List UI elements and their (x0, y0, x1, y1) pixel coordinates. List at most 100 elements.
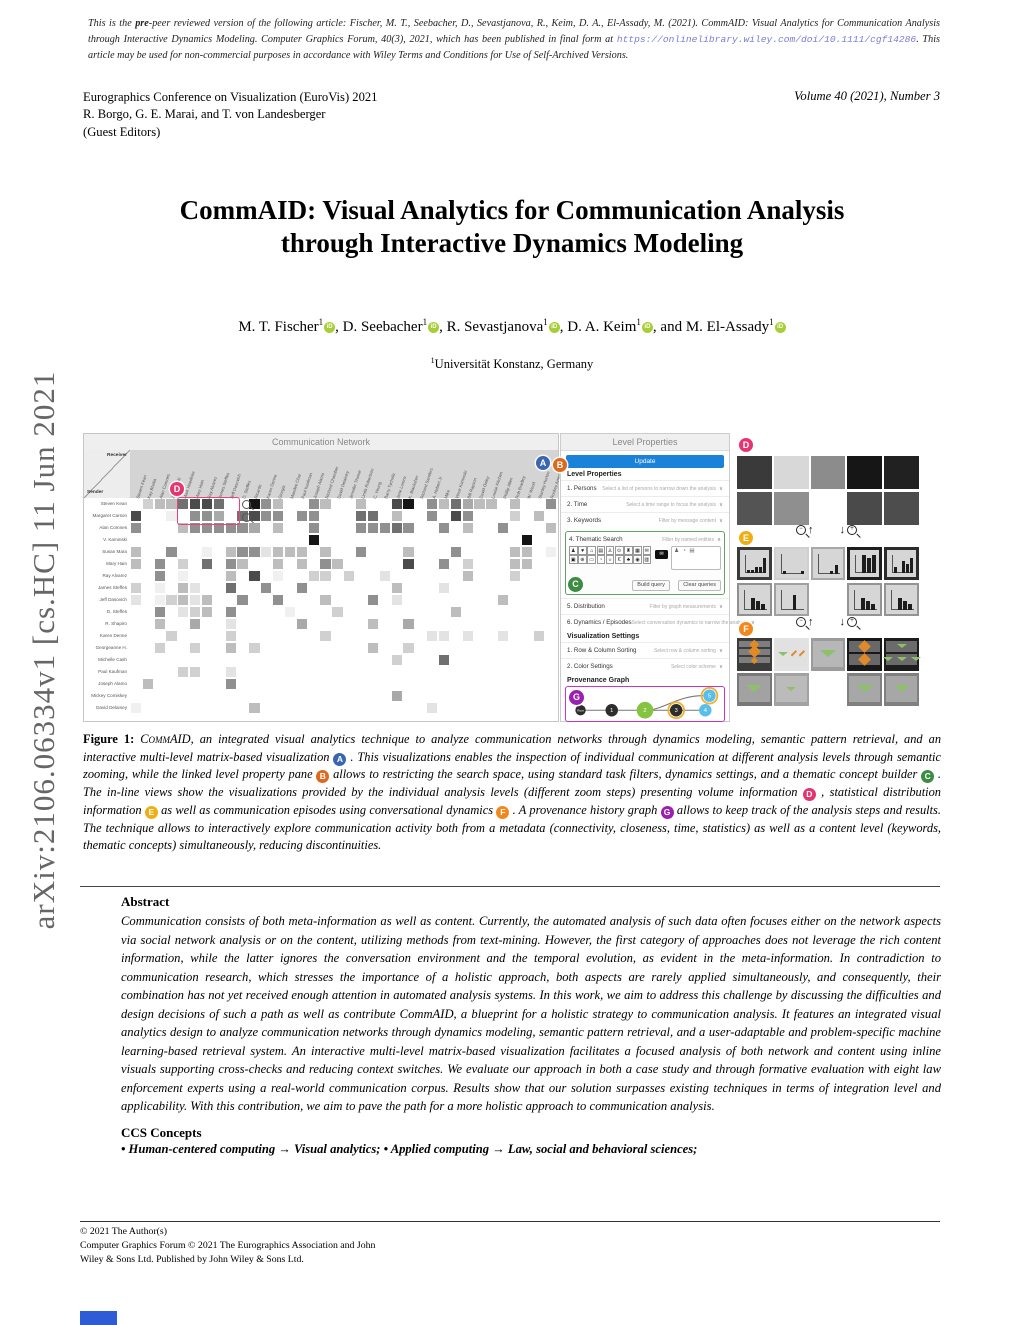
doi-link[interactable]: https://onlinelibrary.wiley.com/doi/10.1… (616, 34, 917, 46)
zoom-up-arrow-icon: ↑ (808, 524, 814, 536)
caption-badge-f: F (496, 805, 510, 819)
entity-icon: ♜ (624, 546, 633, 555)
matrix-row-label: Mary Hain (106, 561, 127, 566)
matrix-row-label: David Delainey (96, 705, 127, 710)
histogram-tile (884, 583, 919, 616)
episode-triangle-glyph (882, 657, 893, 662)
volume-tile (737, 492, 772, 525)
svg-text:3: 3 (675, 708, 678, 714)
entity-icon: ⊕ (578, 555, 587, 564)
matrix-row-label: R. Shapiro (105, 621, 127, 626)
matrix-cell (213, 510, 225, 522)
section-visualization-settings: Visualization Settings (567, 633, 640, 640)
volume-tile (810, 456, 846, 489)
entity-icon: ☼ (605, 555, 615, 564)
matrix-cell (166, 510, 177, 522)
matrix-cell (190, 642, 201, 654)
orcid-icon: iD (548, 322, 560, 333)
matrix-cell (201, 546, 213, 558)
matrix-cell (249, 642, 260, 654)
matrix-cell (237, 558, 248, 570)
matrix-cell (249, 546, 260, 558)
matrix-cell (403, 498, 414, 510)
volume-tile (847, 456, 883, 489)
matrix-cell (462, 558, 473, 570)
text-segment: . A provenance history graph (509, 802, 661, 817)
text-segment: as well as communication episodes using … (157, 802, 497, 817)
matrix-cell (130, 510, 142, 522)
matrix-cell (249, 510, 260, 522)
ccs-heading: CCS Concepts (121, 1124, 202, 1140)
zoom-in-row-icon (242, 500, 251, 509)
matrix-cell (284, 606, 296, 618)
paper-title: CommAID: Visual Analytics for Communicat… (179, 195, 845, 258)
matrix-cell (450, 546, 462, 558)
matrix-cell (355, 510, 367, 522)
matrix-cell (367, 594, 379, 606)
author-name: R. Sevastjanova (446, 319, 544, 335)
matrix-cell (284, 546, 296, 558)
matrix-corner-cell: Receiver Sender (84, 450, 130, 498)
matrix-cell (533, 630, 544, 642)
matrix-cell (178, 570, 189, 582)
matrix-cell (427, 630, 438, 642)
dynamics-tile (847, 638, 883, 671)
matrix-row-label: Joseph Alamo (98, 681, 127, 686)
matrix-cell (403, 546, 414, 558)
matrix-cell (154, 570, 165, 582)
matrix-cell (355, 522, 367, 534)
orcid-icon: iD (641, 322, 653, 333)
annotation-badge-d: D (739, 438, 753, 452)
matrix-cell (154, 606, 165, 618)
clear-queries-button: Clear queries (678, 579, 721, 591)
entity-icon: ⌂ (587, 546, 596, 555)
matrix-cell (320, 558, 331, 570)
matrix-row-label: Alan Comnes (99, 525, 127, 530)
matrix-cell (237, 522, 248, 534)
author-list: M. T. Fischer1 iD, D. Seebacher1 iD, R. Se… (0, 317, 1024, 336)
dynamics-tile (884, 673, 919, 706)
zoom-out-icon: − (796, 525, 806, 535)
matrix-cell (510, 558, 521, 570)
matrix-cell (178, 606, 189, 618)
matrix-cell (190, 582, 201, 594)
episode-triangle-glyph (910, 657, 921, 662)
dynamics-tile (737, 673, 772, 706)
matrix-cell (225, 582, 236, 594)
matrix-cell (403, 642, 414, 654)
svg-text:Root: Root (577, 708, 584, 712)
matrix-cell (166, 546, 177, 558)
svg-text:1: 1 (610, 708, 613, 714)
matrix-cell (249, 522, 260, 534)
matrix-cell (510, 546, 521, 558)
annotation-badge-b: B (553, 458, 567, 472)
network-panel-title: Communication Network (84, 434, 558, 451)
matrix-cell (367, 522, 379, 534)
matrix-cell (510, 570, 521, 582)
matrix-cell (367, 642, 379, 654)
episode-diamond-glyph (799, 650, 806, 657)
provenance-node (575, 705, 586, 716)
property-row: 1. Persons Select a list of persons to na… (561, 480, 729, 496)
matrix-cell (391, 690, 402, 702)
zoom-up-arrow-icon: ↑ (808, 616, 814, 628)
matrix-row-label: D. Steffes (106, 609, 127, 614)
matrix-row-label: Karen Denne (99, 633, 127, 638)
matrix-cell (427, 702, 438, 714)
abstract-section: Abstract Communication consists of both … (121, 894, 941, 1157)
text-segment: allows to restricting the search space, … (329, 767, 922, 782)
arxiv-sidebar-label: arXiv:2106.06334v1 [cs.HC] 11 Jun 2021 (26, 370, 61, 930)
episode-triangle-glyph (819, 650, 836, 657)
episode-diamond-glyph (751, 656, 758, 664)
matrix-cell (130, 522, 142, 534)
query-operator-chip: ✉ (655, 550, 669, 559)
query-input: ♟ ◔ ▤ (671, 546, 721, 570)
dynamics-tile (847, 673, 883, 706)
entity-icon: ▦ (633, 546, 642, 555)
author-name: D. A. Keim (567, 319, 637, 335)
guest-editors-note: (Guest Editors) (83, 124, 161, 139)
caption-badge-d: D (802, 788, 816, 802)
matrix-row-label: V. Kaminski (103, 537, 127, 542)
matrix-cell (225, 570, 236, 582)
matrix-cell (261, 546, 272, 558)
